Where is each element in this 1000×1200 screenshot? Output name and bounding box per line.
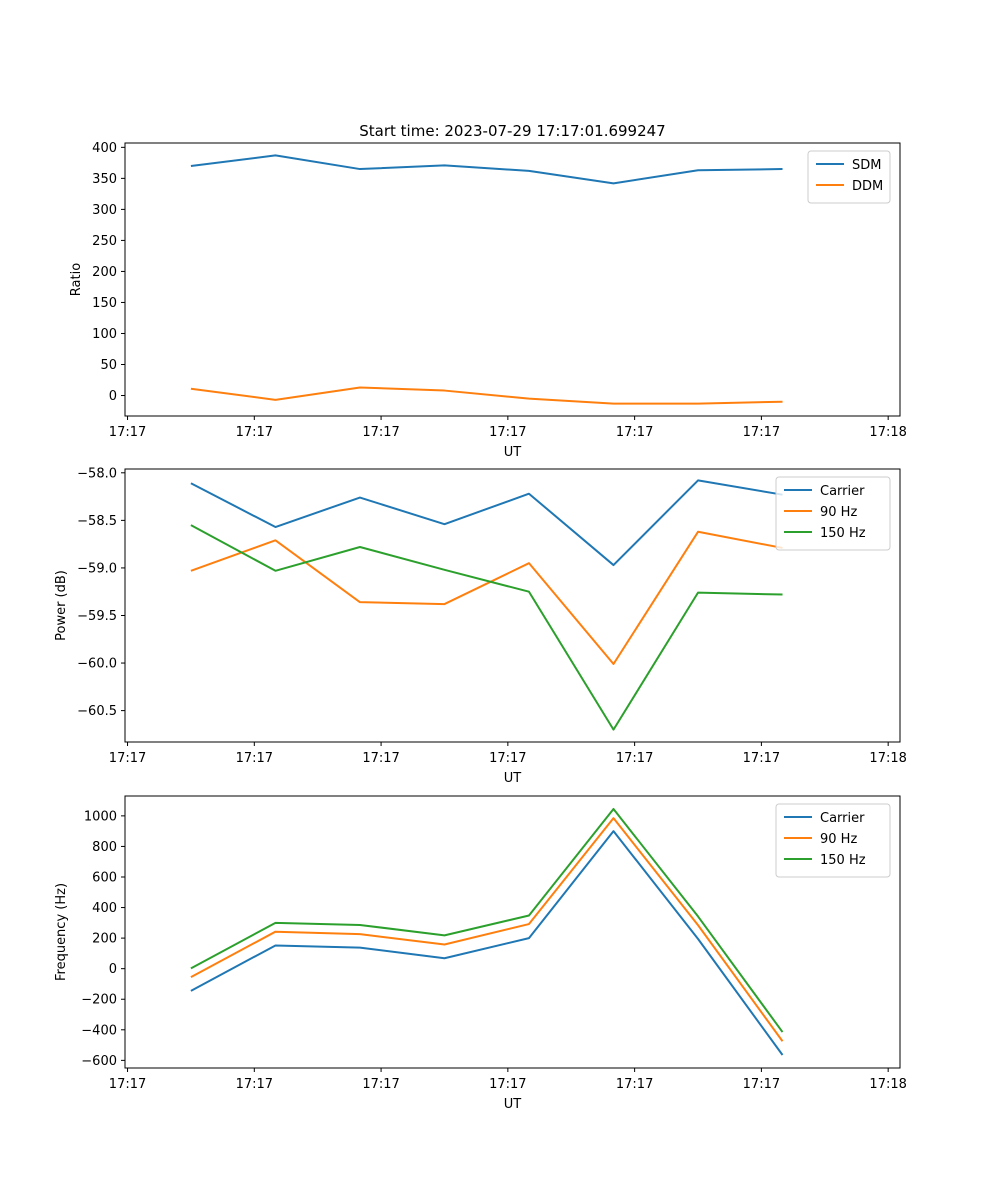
power-xtick-label: 17:18 [869,751,906,766]
frequency-ytick-label: −400 [81,1023,117,1038]
frequency-series-line-carrier [190,830,784,1056]
power-legend-label: 90 Hz [820,505,857,520]
power-xtick-label: 17:17 [489,751,526,766]
power-ytick-label: −60.0 [77,657,117,672]
frequency-legend-label: Carrier [820,811,865,826]
ratio-xlabel: UT [504,445,522,460]
ratio-ytick-label: 250 [92,234,117,249]
ratio-ytick-label: 350 [92,172,117,187]
ratio-xtick-label: 17:17 [362,425,399,440]
frequency-ytick-label: 200 [92,932,117,947]
power-legend-label: Carrier [820,484,865,499]
frequency-xtick-label: 17:17 [489,1077,526,1092]
frequency-xtick-label: 17:17 [236,1077,273,1092]
power-xtick-label: 17:17 [109,751,146,766]
ratio-xtick-label: 17:17 [489,425,526,440]
ratio-legend: SDM DDM [807,150,891,204]
ratio-ytick-label: 50 [100,358,117,373]
ratio-ytick-label: 300 [92,203,117,218]
power-xtick-label: 17:17 [362,751,399,766]
power-series-line-150-hz [190,524,783,731]
panel-ratio: 17:17 17:17 17:17 17:17 17:17 17:17 17:18 0 50 10… [69,141,907,460]
ratio-legend-label: SDM [852,158,881,173]
frequency-legend-label: 90 Hz [820,832,857,847]
ratio-legend-label: DDM [852,179,883,194]
frequency-series-line-90-hz [190,817,784,1042]
frequency-ytick-label: 800 [92,840,117,855]
frequency-ytick-label: 600 [92,870,117,885]
frequency-ytick-label: −600 [81,1054,117,1069]
frequency-xtick-label: 17:17 [109,1077,146,1092]
ratio-xtick-label: 17:17 [236,425,273,440]
ratio-series-line-ddm [190,386,783,405]
power-xtick-label: 17:17 [616,751,653,766]
power-xlabel: UT [504,771,522,786]
ratio-ytick-label: 0 [109,389,117,404]
frequency-xtick-label: 17:17 [616,1077,653,1092]
ratio-ytick-label: 200 [92,265,117,280]
frequency-ylabel: Frequency (Hz) [54,883,69,981]
frequency-ytick-label: 0 [109,962,117,977]
power-ytick-label: −58.0 [77,466,117,481]
power-axes-frame [124,468,901,743]
frequency-legend-label: 150 Hz [820,853,866,868]
frequency-xtick-label: 17:17 [743,1077,780,1092]
power-ytick-label: −59.5 [77,609,117,624]
ratio-xtick-label: 17:17 [109,425,146,440]
power-series-line-carrier [190,479,783,567]
power-legend-label: 150 Hz [820,526,866,541]
ratio-xtick-label: 17:18 [869,425,906,440]
panels: 17:17 17:17 17:17 17:17 17:17 17:17 17:18 0 50 10… [54,141,907,1112]
frequency-legend: Carrier 90 Hz 150 Hz [775,803,891,878]
power-ytick-label: −58.5 [77,514,117,529]
frequency-ytick-label: 400 [92,901,117,916]
frequency-series-line-150-hz [190,807,784,1033]
power-xtick-label: 17:17 [236,751,273,766]
ratio-ytick-label: 400 [92,141,117,156]
frequency-xtick-label: 17:18 [869,1077,906,1092]
ratio-ytick-label: 100 [92,327,117,342]
ratio-xtick-label: 17:17 [743,425,780,440]
power-ytick-label: −60.5 [77,704,117,719]
frequency-ytick-label: 1000 [84,809,117,824]
ratio-series-line-sdm [190,154,783,185]
panel-frequency: 17:17 17:17 17:17 17:17 17:17 17:17 17:18 −600 −… [54,795,907,1112]
ratio-ytick-label: 150 [92,296,117,311]
power-xtick-label: 17:17 [743,751,780,766]
power-ytick-label: −59.0 [77,561,117,576]
frequency-ytick-label: −200 [81,993,117,1008]
power-ylabel: Power (dB) [54,570,69,641]
frequency-xlabel: UT [504,1097,522,1112]
frequency-axes-frame [124,795,901,1069]
ratio-ylabel: Ratio [69,263,84,296]
power-series-line-90-hz [190,530,783,665]
frequency-xtick-label: 17:17 [362,1077,399,1092]
ratio-xtick-label: 17:17 [616,425,653,440]
figure-title: Start time: 2023-07-29 17:17:01.699247 [359,122,665,140]
panel-power: 17:17 17:17 17:17 17:17 17:17 17:17 17:18 −60.5… [54,466,907,786]
power-legend: Carrier 90 Hz 150 Hz [775,476,891,551]
ratio-axes-frame [124,142,901,417]
